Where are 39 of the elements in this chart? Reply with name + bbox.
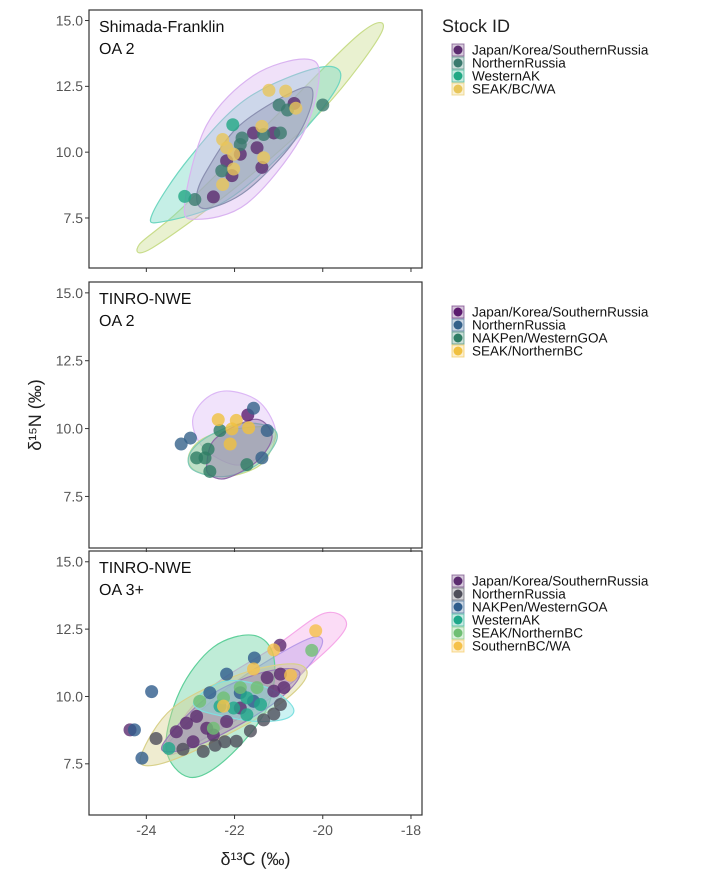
legend-label: NorthernRussia bbox=[472, 586, 566, 602]
y-tick-label: 7.5 bbox=[64, 756, 84, 772]
legend-title: Stock ID bbox=[442, 16, 510, 36]
y-tick-label: 7.5 bbox=[64, 488, 84, 504]
text: OA 2 bbox=[99, 313, 135, 330]
x-tick-label: -22 bbox=[224, 822, 245, 838]
y-tick-label: 15.0 bbox=[56, 284, 84, 301]
legend-label: SouthernBC/WA bbox=[472, 638, 571, 654]
y-tick-label: 12.5 bbox=[56, 352, 84, 369]
x-axis-title: δ¹³C (‰) bbox=[220, 849, 290, 869]
legend-label: NorthernRussia bbox=[472, 318, 566, 333]
legend-label: SEAK/BC/WA bbox=[472, 82, 556, 97]
legend-label: NAKPen/WesternGOA bbox=[472, 600, 608, 615]
text: TINRO-NWE bbox=[99, 560, 192, 577]
y-tick-label: 7.5 bbox=[64, 210, 84, 226]
legend-label: Japan/Korea/SouthernRussia bbox=[472, 42, 649, 58]
y-axis-title: δ¹⁵N (‰) bbox=[25, 379, 45, 451]
x-tick-label: -18 bbox=[400, 822, 422, 838]
legend-label: WesternAK bbox=[472, 612, 540, 628]
legend-label: WesternAK bbox=[472, 68, 540, 84]
legend-label: SEAK/NorthernBC bbox=[472, 626, 584, 641]
text: Shimada-Franklin bbox=[99, 19, 224, 36]
text: TINRO-NWE bbox=[99, 291, 192, 308]
legend-label: Japan/Korea/SouthernRussia bbox=[472, 574, 649, 589]
x-tick-label: -24 bbox=[136, 822, 157, 838]
legend-label: SEAK/NorthernBC bbox=[472, 344, 584, 359]
y-tick-label: 10.0 bbox=[56, 420, 84, 436]
y-tick-label: 12.5 bbox=[56, 78, 84, 94]
y-tick-label: 10.0 bbox=[56, 144, 84, 160]
y-tick-label: 15.0 bbox=[56, 554, 84, 570]
legend-label: NAKPen/WesternGOA bbox=[472, 330, 608, 346]
y-tick-label: 12.5 bbox=[56, 621, 84, 638]
legend-label: NorthernRussia bbox=[472, 56, 566, 71]
text: OA 2 bbox=[99, 41, 135, 58]
text: OA 3+ bbox=[99, 582, 144, 599]
y-tick-label: 15.0 bbox=[56, 12, 84, 28]
legend-label: Japan/Korea/SouthernRussia bbox=[472, 304, 649, 320]
y-tick-label: 10.0 bbox=[56, 688, 84, 704]
x-tick-label: -20 bbox=[312, 822, 334, 838]
